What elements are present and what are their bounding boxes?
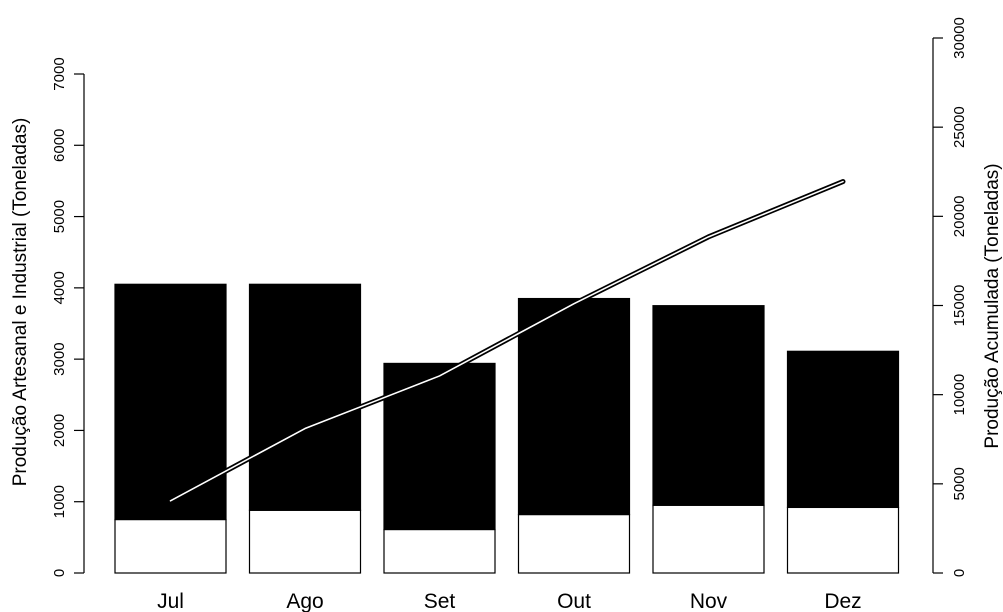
right-tick-label: 0 bbox=[951, 569, 968, 577]
line-layer bbox=[168, 179, 846, 504]
right-tick-label: 20000 bbox=[951, 195, 968, 237]
left-tick-label: 7000 bbox=[51, 57, 68, 90]
x-tick-label-ago: Ago bbox=[286, 590, 323, 612]
right-tick-label: 5000 bbox=[951, 467, 968, 500]
left-y-axis: 0 1000 2000 3000 4000 5000 6000 7000 bbox=[51, 57, 84, 577]
x-tick-label-set: Set bbox=[424, 590, 456, 612]
bar-dez-segment-1 bbox=[786, 506, 900, 574]
right-tick-label: 10000 bbox=[951, 374, 968, 416]
bar-out-segment-2 bbox=[517, 297, 631, 516]
right-y-axis-label: Produção Acumulada (Toneladas) bbox=[982, 163, 1003, 448]
x-tick-label-out: Out bbox=[557, 590, 591, 612]
left-y-axis-label: Produção Artesanal e Industrial (Tonelad… bbox=[10, 118, 31, 487]
x-tick-label-jul: Jul bbox=[157, 590, 184, 612]
left-tick-label: 0 bbox=[51, 569, 68, 577]
bar-nov-segment-1 bbox=[652, 504, 765, 574]
left-tick-label: 1000 bbox=[51, 485, 68, 518]
left-tick-label: 6000 bbox=[51, 129, 68, 162]
cumulative-line bbox=[169, 180, 844, 502]
x-tick-label-nov: Nov bbox=[690, 590, 728, 612]
bar-set-segment-2 bbox=[383, 362, 496, 531]
right-tick-label: 15000 bbox=[951, 285, 968, 327]
bar-jul-segment-1 bbox=[114, 518, 227, 574]
left-tick-label: 2000 bbox=[51, 414, 68, 447]
left-tick-label: 5000 bbox=[51, 200, 68, 233]
x-tick-label-dez: Dez bbox=[824, 590, 861, 612]
right-tick-label: 25000 bbox=[951, 106, 968, 148]
bar-ago-segment-2 bbox=[248, 283, 362, 511]
bar-ago-segment-1 bbox=[248, 509, 362, 574]
right-y-axis: 0 5000 10000 15000 20000 25000 30000 bbox=[933, 17, 968, 577]
left-tick-label: 4000 bbox=[51, 271, 68, 304]
bar-jul-segment-2 bbox=[114, 283, 227, 521]
bar-dez-segment-2 bbox=[786, 350, 900, 509]
left-tick-label: 3000 bbox=[51, 342, 68, 375]
right-tick-label: 30000 bbox=[951, 17, 968, 59]
bars-layer bbox=[114, 283, 900, 574]
bar-out-segment-1 bbox=[517, 513, 631, 574]
x-axis-categories: Jul Ago Set Out Nov Dez bbox=[157, 590, 862, 612]
bar-set-segment-1 bbox=[383, 528, 496, 574]
bar-nov-segment-2 bbox=[652, 305, 765, 506]
